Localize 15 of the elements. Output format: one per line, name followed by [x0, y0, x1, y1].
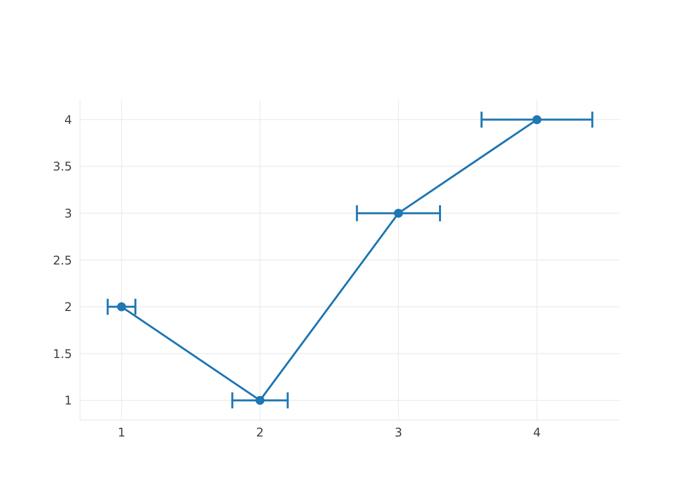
- y-tick-label: 3: [64, 206, 72, 220]
- x-tick-label: 2: [256, 426, 264, 440]
- point: [255, 396, 265, 405]
- point: [532, 115, 542, 124]
- point: [394, 208, 403, 218]
- x-tick-label: 3: [394, 426, 402, 440]
- y-tick-label: 3.5: [52, 160, 72, 174]
- x-tick-label: 1: [118, 426, 126, 440]
- y-tick-label: 2: [64, 300, 72, 314]
- y-tick-label: 1: [64, 394, 72, 408]
- x-tick-label: 4: [533, 426, 541, 440]
- point: [117, 302, 126, 312]
- y-tick-label: 4: [64, 112, 72, 127]
- y-tick-label: 2.5: [52, 253, 72, 268]
- y-tick-label: 1.5: [52, 346, 72, 361]
